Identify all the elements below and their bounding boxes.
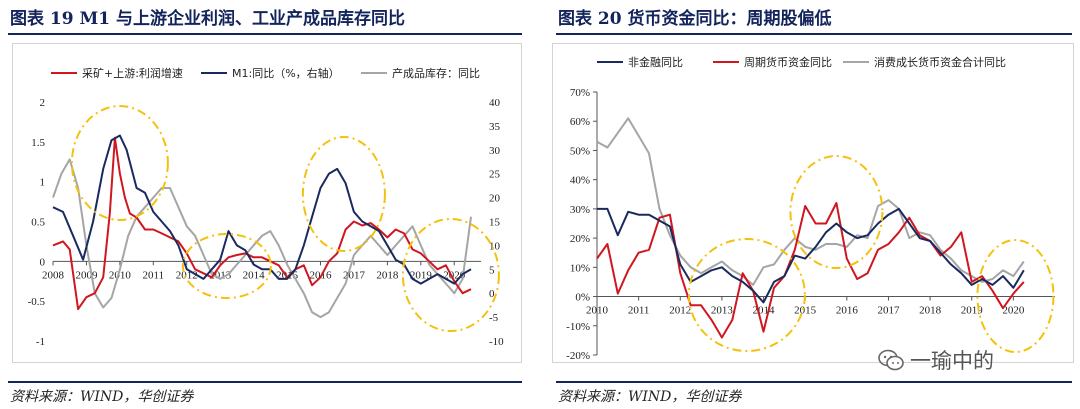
- y-right-tick-label: 10: [489, 240, 501, 252]
- x-tick-label: 2013: [711, 305, 734, 317]
- source-note: 资料来源：WIND，华创证券: [10, 389, 194, 405]
- x-tick-label: 2011: [628, 305, 650, 317]
- y-left-tick-label: 0: [40, 256, 46, 268]
- wechat-icon: [878, 349, 904, 371]
- legend-label: 周期货币资金同比: [744, 55, 832, 69]
- x-tick-label: 2014: [753, 305, 776, 317]
- watermark-text: 一瑜中的: [910, 349, 994, 373]
- y-left-tick-label: 1: [40, 177, 46, 189]
- figure-20-title: 图表 20 货币资金同比：周期股偏低: [558, 9, 832, 29]
- y-tick-label: 70%: [570, 87, 590, 99]
- y-tick-label: 50%: [570, 145, 590, 157]
- x-tick-label: 2010: [109, 269, 132, 281]
- series-line: [52, 136, 472, 311]
- y-left-tick-label: 1.5: [31, 137, 45, 149]
- y-right-tick-label: 5: [489, 264, 495, 276]
- highlight-ellipse: [401, 218, 500, 332]
- legend-label: 采矿+上游:利润增速: [82, 66, 183, 80]
- y-right-tick-label: 25: [489, 169, 501, 181]
- source-note: 资料来源：WIND，华创证券: [558, 389, 742, 405]
- title-rule: [8, 33, 522, 35]
- x-tick-label: 2012: [176, 269, 198, 281]
- highlight-ellipse: [181, 233, 272, 299]
- y-right-tick-label: 20: [489, 193, 501, 205]
- series-line: [597, 207, 1025, 304]
- y-left-tick-label: 0.5: [31, 217, 45, 229]
- x-tick-label: 2012: [669, 305, 691, 317]
- y-tick-label: 10%: [570, 262, 590, 274]
- y-left-tick-label: -1: [36, 336, 45, 348]
- y-tick-label: 60%: [570, 116, 590, 128]
- y-left-tick-label: 2: [40, 97, 46, 109]
- highlight-ellipse: [976, 239, 1055, 353]
- x-tick-label: 2018: [376, 269, 399, 281]
- series-line: [52, 158, 472, 319]
- x-tick-label: 2010: [586, 305, 609, 317]
- legend-label: M1:同比（%，右轴）: [232, 66, 340, 80]
- x-tick-label: 2011: [143, 269, 165, 281]
- y-tick-label: -10%: [566, 321, 590, 333]
- legend-label: 产成品库存：同比: [392, 66, 480, 80]
- x-tick-label: 2014: [243, 269, 266, 281]
- x-tick-label: 2015: [794, 305, 817, 317]
- series-line: [596, 117, 1025, 286]
- chart-20-svg: 非金融同比 周期货币资金同比 消费成长货币资金合计同比 70% 60% 50% 40% 30%…: [566, 55, 1055, 362]
- highlight-ellipse: [301, 136, 386, 252]
- highlight-ellipse: [687, 238, 806, 352]
- series-line: [52, 134, 472, 285]
- legend-label: 非金融同比: [628, 55, 683, 69]
- x-tick-label: 2019: [410, 269, 433, 281]
- wechat-watermark: 一瑜中的: [878, 345, 994, 375]
- y-right-tick-label: -10: [489, 336, 504, 348]
- y-tick-label: 0%: [575, 292, 590, 304]
- x-tick-label: 2017: [877, 305, 900, 317]
- x-tick-label: 2016: [836, 305, 859, 317]
- x-tick-label: 2008: [42, 269, 65, 281]
- x-tick-label: 2018: [919, 305, 942, 317]
- y-right-tick-label: 30: [489, 145, 501, 157]
- y-left-tick-label: -0.5: [28, 296, 46, 308]
- legend-label: 消费成长货币资金合计同比: [874, 55, 1006, 69]
- y-tick-label: 20%: [570, 233, 590, 245]
- y-tick-label: 30%: [570, 204, 590, 216]
- x-tick-label: 2019: [961, 305, 984, 317]
- right-figure-panel: 图表 20 货币资金同比：周期股偏低 非金融同比 周期货币资金同比 消费成长货币资金…: [548, 0, 1080, 409]
- y-right-tick-label: 40: [489, 97, 501, 109]
- footer-rule: [8, 381, 522, 383]
- chart-19-frame: 采矿+上游:利润增速 M1:同比（%，右轴） 产成品库存：同比 2 1.5 1 0.5 0 -0…: [12, 43, 522, 363]
- highlight-ellipse: [70, 105, 169, 221]
- title-rule: [556, 33, 1072, 35]
- y-right-tick-label: 15: [489, 217, 501, 229]
- chart-19-svg: 采矿+上游:利润增速 M1:同比（%，右轴） 产成品库存：同比 2 1.5 1 0.5 0 -0…: [28, 66, 505, 348]
- highlight-ellipse: [789, 155, 884, 269]
- x-tick-label: 2020: [1002, 305, 1025, 317]
- figure-19-title: 图表 19 M1 与上游企业利润、工业产成品库存同比: [10, 9, 406, 29]
- left-figure-panel: 图表 19 M1 与上游企业利润、工业产成品库存同比 采矿+上游:利润增速 M1:…: [0, 0, 528, 409]
- series-line: [596, 202, 1025, 339]
- y-tick-label: -20%: [566, 350, 590, 362]
- y-right-tick-label: -5: [489, 312, 499, 324]
- x-tick-label: 2009: [75, 269, 98, 281]
- y-right-tick-label: 0: [489, 288, 495, 300]
- footer-rule: [556, 381, 1072, 383]
- y-right-tick-label: 35: [489, 121, 501, 133]
- y-tick-label: 40%: [570, 175, 590, 187]
- chart-20-frame: 非金融同比 周期货币资金同比 消费成长货币资金合计同比 70% 60% 50% 40% 30%…: [552, 43, 1074, 363]
